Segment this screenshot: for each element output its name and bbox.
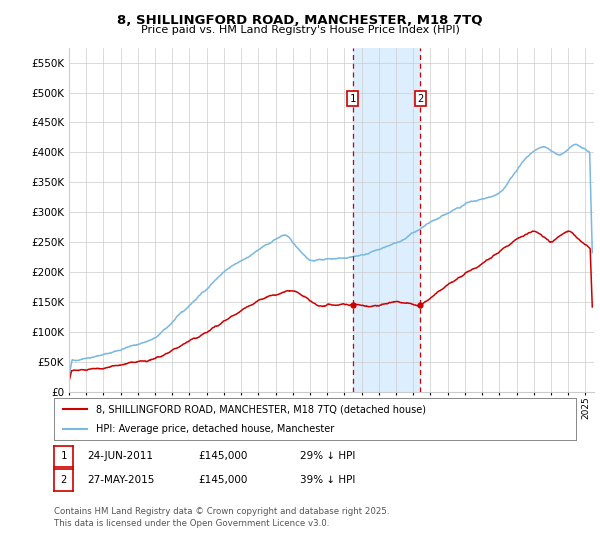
Text: 1: 1 — [61, 451, 67, 461]
Text: £145,000: £145,000 — [198, 451, 247, 461]
Text: 27-MAY-2015: 27-MAY-2015 — [87, 475, 154, 485]
Text: 29% ↓ HPI: 29% ↓ HPI — [300, 451, 355, 461]
Text: £145,000: £145,000 — [198, 475, 247, 485]
Text: 1: 1 — [350, 94, 356, 104]
Text: HPI: Average price, detached house, Manchester: HPI: Average price, detached house, Manc… — [96, 424, 334, 434]
Text: 8, SHILLINGFORD ROAD, MANCHESTER, M18 7TQ (detached house): 8, SHILLINGFORD ROAD, MANCHESTER, M18 7T… — [96, 404, 426, 414]
Bar — [353, 48, 421, 392]
Text: 8, SHILLINGFORD ROAD, MANCHESTER, M18 7TQ: 8, SHILLINGFORD ROAD, MANCHESTER, M18 7T… — [117, 14, 483, 27]
Text: 39% ↓ HPI: 39% ↓ HPI — [300, 475, 355, 485]
Text: Contains HM Land Registry data © Crown copyright and database right 2025.
This d: Contains HM Land Registry data © Crown c… — [54, 507, 389, 528]
Text: Price paid vs. HM Land Registry's House Price Index (HPI): Price paid vs. HM Land Registry's House … — [140, 25, 460, 35]
Text: 24-JUN-2011: 24-JUN-2011 — [87, 451, 153, 461]
Text: 2: 2 — [61, 475, 67, 485]
Text: 2: 2 — [417, 94, 424, 104]
